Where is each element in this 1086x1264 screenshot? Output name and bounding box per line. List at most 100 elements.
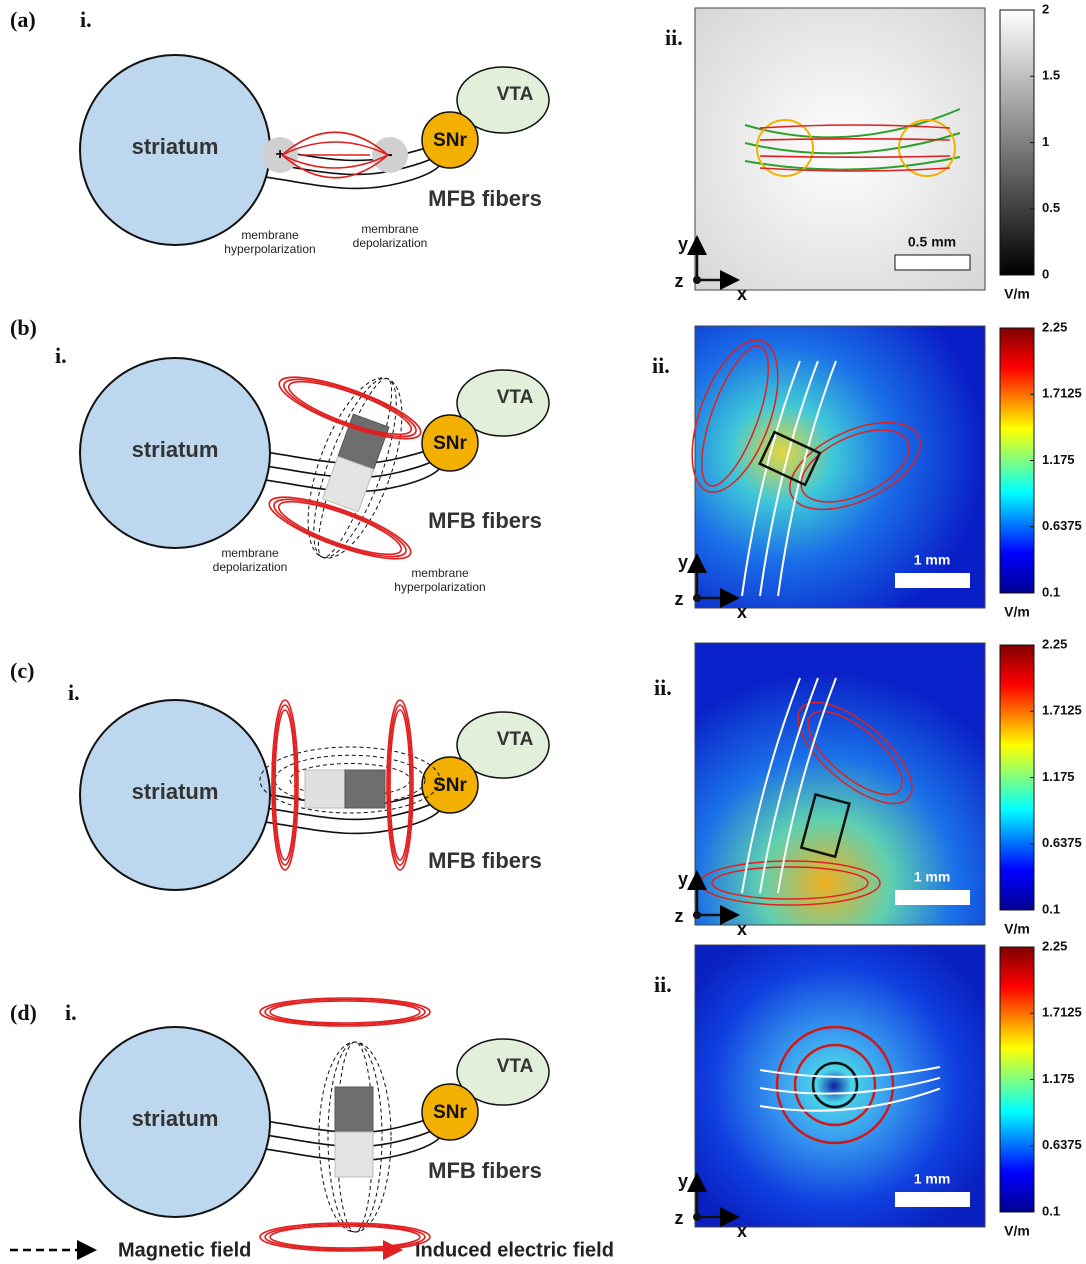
colorbar-tick-label: 0.1 <box>1042 584 1060 599</box>
colorbar-unit: V/m <box>1004 921 1030 937</box>
region-label: VTA <box>497 84 534 105</box>
e-field-loop <box>275 710 295 860</box>
annotation: membrane depolarization <box>190 546 310 574</box>
region-label: VTA <box>497 387 534 408</box>
colorbar-tick-label: 1.7125 <box>1042 1005 1082 1020</box>
region-label: striatum <box>132 779 219 804</box>
region-label: VTA <box>497 1056 534 1077</box>
scale-bar <box>895 890 970 905</box>
scale-bar <box>895 255 970 270</box>
axis-label: y <box>678 234 688 254</box>
colorbar-tick-label: 2.25 <box>1042 938 1067 953</box>
e-field-loop <box>390 710 410 860</box>
subpanel-label: ii. <box>665 25 683 50</box>
region-label: SNr <box>433 433 467 454</box>
colorbar-tick-label: 1.175 <box>1042 769 1075 784</box>
e-field-loop <box>270 1001 420 1023</box>
axis-label: x <box>737 919 747 939</box>
subpanel-label: i. <box>65 1000 77 1025</box>
colorbar-tick-label: 0 <box>1042 266 1049 281</box>
colorbar-tick-label: 1.175 <box>1042 1071 1075 1086</box>
colorbar-unit: V/m <box>1004 604 1030 620</box>
legend-label: Magnetic field <box>118 1239 251 1261</box>
axis-label: x <box>737 1221 747 1241</box>
scale-bar <box>895 1192 970 1207</box>
colorbar-unit: V/m <box>1004 286 1030 302</box>
region-label: SNr <box>433 775 467 796</box>
scale-bar-label: 1 mm <box>914 869 951 885</box>
colorbar-unit: V/m <box>1004 1223 1030 1239</box>
subpanel-label: ii. <box>654 675 672 700</box>
axis-label: z <box>675 589 684 609</box>
fibers-label: MFB fibers <box>428 848 542 873</box>
colorbar-tick-label: 0.1 <box>1042 1203 1060 1218</box>
figure: Magnetic field Induced electric field (a… <box>0 0 1086 1264</box>
axis-origin <box>693 594 701 602</box>
axis-label: y <box>678 552 688 572</box>
subpanel-label: i. <box>68 680 80 705</box>
colorbar-tick-label: 1.5 <box>1042 68 1060 83</box>
scale-bar <box>895 573 970 588</box>
scale-bar-label: 1 mm <box>914 1171 951 1187</box>
colorbar-tick-label: 1.7125 <box>1042 703 1082 718</box>
e-field-loop <box>270 1226 420 1248</box>
colorbar-tick-label: 1 <box>1042 134 1049 149</box>
panel-label: (a) <box>10 7 36 32</box>
colorbar <box>1000 645 1034 910</box>
subpanel-label: i. <box>55 343 67 368</box>
colorbar-tick-label: 0.6375 <box>1042 518 1082 533</box>
colorbar <box>1000 10 1034 275</box>
e-field-loop <box>389 705 412 865</box>
panel-label: (c) <box>10 658 34 683</box>
axis-label: y <box>678 1171 688 1191</box>
magnet <box>345 770 385 808</box>
axis-label: z <box>675 1208 684 1228</box>
region-label: striatum <box>132 437 219 462</box>
colorbar-tick-label: 2 <box>1042 1 1049 16</box>
colorbar-tick-label: 2.25 <box>1042 319 1067 334</box>
axis-label: y <box>678 869 688 889</box>
subpanel-label: ii. <box>654 972 672 997</box>
colorbar <box>1000 328 1034 593</box>
axis-origin <box>693 1213 701 1221</box>
region-label: SNr <box>433 130 467 151</box>
magnet <box>335 1087 373 1132</box>
e-field-loop <box>260 998 430 1026</box>
annotation: membrane hyperpolarization <box>380 566 500 594</box>
colorbar-tick-label: 1.7125 <box>1042 386 1082 401</box>
scale-bar-label: 0.5 mm <box>908 234 956 250</box>
e-field-loop <box>274 705 297 865</box>
subpanel-label: i. <box>80 7 92 32</box>
colorbar-tick-label: 1.175 <box>1042 452 1075 467</box>
axis-label: x <box>737 284 747 304</box>
e-field-loop <box>260 1223 430 1251</box>
axis-label: z <box>675 271 684 291</box>
panel-label: (b) <box>10 315 37 340</box>
annotation: membrane hyperpolarization <box>210 228 330 256</box>
magnet <box>335 1132 373 1177</box>
colorbar-tick-label: 0.1 <box>1042 901 1060 916</box>
magnet <box>305 770 345 808</box>
panel-label: (d) <box>10 1000 37 1025</box>
fibers-label: MFB fibers <box>428 508 542 533</box>
colorbar <box>1000 947 1034 1212</box>
colorbar-tick-label: 0.6375 <box>1042 835 1082 850</box>
colorbar-tick-label: 0.5 <box>1042 200 1060 215</box>
e-field-loop <box>265 1000 425 1025</box>
e-field-loop <box>387 700 413 870</box>
axis-origin <box>693 911 701 919</box>
region-label: SNr <box>433 1102 467 1123</box>
colorbar-tick-label: 0.6375 <box>1042 1137 1082 1152</box>
axis-label: x <box>737 602 747 622</box>
fibers-label: MFB fibers <box>428 1158 542 1183</box>
legend-label: Induced electric field <box>415 1239 614 1261</box>
subpanel-label: ii. <box>652 353 670 378</box>
colorbar-tick-label: 2.25 <box>1042 636 1067 651</box>
annotation: membrane depolarization <box>330 222 450 250</box>
scale-bar-label: 1 mm <box>914 552 951 568</box>
e-field-line <box>282 132 388 155</box>
figure-canvas: Magnetic field Induced electric field (a… <box>0 0 1086 1264</box>
axis-label: z <box>675 906 684 926</box>
fibers-label: MFB fibers <box>428 186 542 211</box>
region-label: VTA <box>497 729 534 750</box>
